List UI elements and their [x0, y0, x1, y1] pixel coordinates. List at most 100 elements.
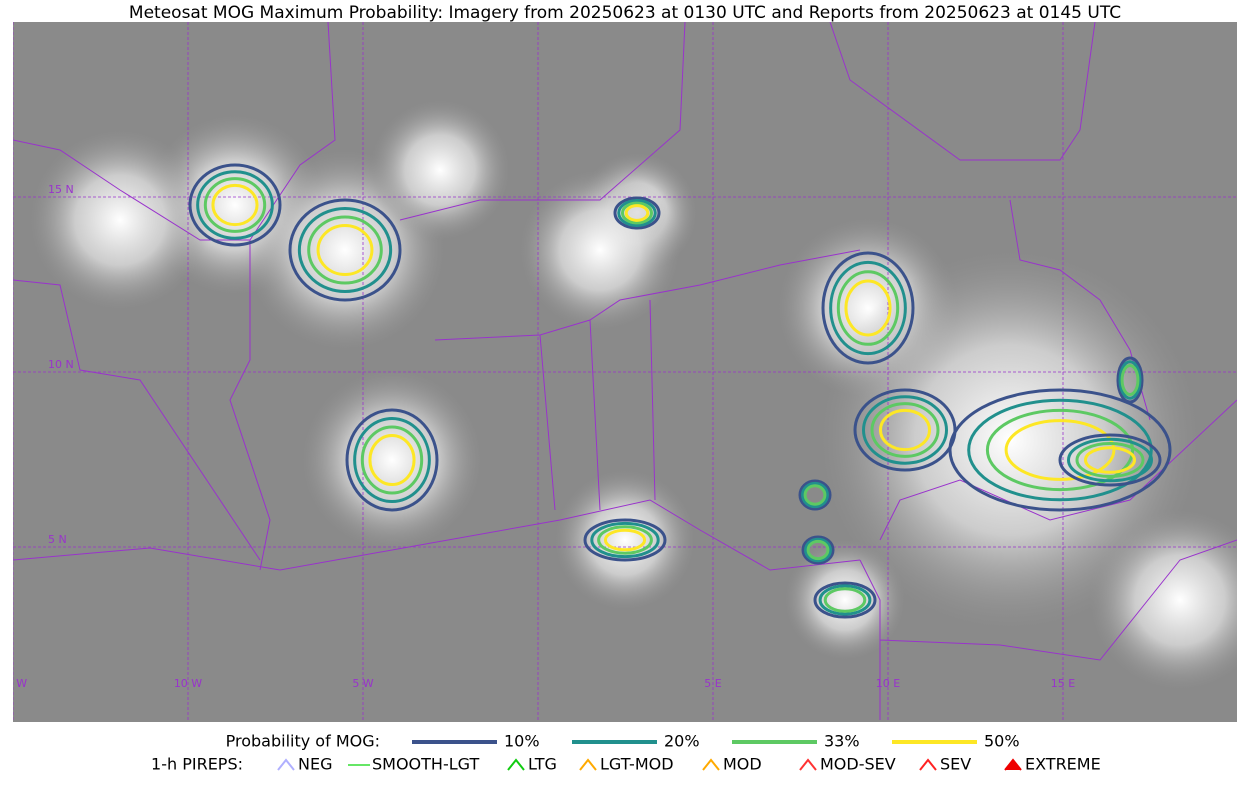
- mog-contour: [1067, 437, 1153, 483]
- legend-label: 10%: [504, 732, 540, 751]
- mog-contour: [1004, 419, 1116, 481]
- lat-label: 10 N: [48, 358, 74, 371]
- mog-contour: [879, 408, 931, 452]
- border: [879, 399, 1237, 541]
- border: [229, 22, 336, 571]
- mog-contour: [188, 163, 282, 247]
- pirep-symbol: [702, 758, 720, 771]
- mog-contour: [862, 395, 948, 465]
- mog-contour: [803, 484, 827, 506]
- legend-label: EXTREME: [1025, 755, 1101, 774]
- legend-label: MOD: [723, 755, 762, 774]
- mog-contour: [613, 196, 661, 230]
- mog-contour: [345, 408, 439, 512]
- mog-contour: [823, 587, 867, 613]
- legend-label: SEV: [940, 755, 971, 774]
- legend-label: MOD-SEV: [820, 755, 896, 774]
- mog-contour: [948, 388, 1172, 512]
- pirep-symbol: [799, 758, 817, 771]
- mog-contour: [590, 521, 660, 559]
- mog-contour: [624, 204, 650, 222]
- mog-contour: [1118, 360, 1142, 400]
- legend-label: NEG: [298, 755, 332, 774]
- contours: [188, 163, 1172, 619]
- cloud: [520, 170, 680, 330]
- mog-contour: [316, 224, 374, 276]
- cloud: [555, 470, 695, 610]
- legend-label: 20%: [664, 732, 700, 751]
- legend-title: 1-h PIREPS:: [151, 755, 243, 774]
- mog-contour: [818, 584, 872, 616]
- lon-label: 5 E: [704, 677, 721, 690]
- pirep-symbol: [919, 758, 937, 771]
- mog-contour: [211, 183, 259, 227]
- mog-contour: [620, 201, 654, 225]
- lat-label: 15 N: [48, 183, 74, 196]
- coastline: [13, 499, 861, 571]
- cloud: [785, 540, 905, 660]
- mog-contour: [821, 251, 915, 365]
- mog-contour: [967, 398, 1153, 502]
- pirep-symbol: [507, 758, 525, 771]
- lon-label: 5 W: [352, 677, 373, 690]
- mog-contour: [801, 481, 829, 509]
- legend-label: LTG: [528, 755, 557, 774]
- mog-contour: [360, 425, 424, 495]
- mog-contour: [603, 528, 647, 552]
- cloud: [370, 100, 510, 240]
- lon-label: 10 W: [174, 677, 202, 690]
- border: [399, 22, 686, 221]
- mog-contour: [801, 535, 835, 565]
- mog-contour: [617, 199, 657, 227]
- graticule: 15 N 10 N 5 N 15 W 10 W 5 W 5 E 10 E 15 E: [0, 22, 1237, 722]
- mog-contour: [813, 581, 877, 619]
- cloud: [30, 130, 210, 310]
- pirep-symbol: [579, 758, 597, 771]
- border: [829, 22, 1096, 161]
- mog-contour: [985, 408, 1135, 492]
- mog-contour: [583, 518, 667, 562]
- border: [539, 299, 656, 511]
- mog-contour: [829, 260, 907, 356]
- mog-contour: [1084, 446, 1136, 474]
- mog-contour: [1058, 433, 1162, 487]
- border: [13, 139, 250, 241]
- mog-contour: [353, 417, 431, 503]
- legend-label: 50%: [984, 732, 1020, 751]
- mog-contour: [203, 177, 267, 233]
- cloud: [302, 370, 482, 550]
- mog-contour: [1120, 363, 1140, 397]
- mog-contour: [798, 479, 832, 511]
- mog-contour: [844, 279, 892, 337]
- mog-contour: [297, 207, 393, 293]
- legend: Probability of MOG: 10% 20% 33% 50% 1-h PIREP…: [151, 732, 1101, 774]
- mog-contour: [368, 434, 416, 486]
- borders: [13, 22, 1237, 720]
- mog-contour: [307, 215, 383, 285]
- mog-contour: [1075, 442, 1145, 478]
- border: [13, 279, 261, 561]
- pirep-symbol: [1004, 758, 1022, 771]
- mog-contour: [597, 525, 653, 555]
- legend-label: LGT-MOD: [600, 755, 674, 774]
- title: Meteosat MOG Maximum Probability: Imager…: [129, 3, 1121, 23]
- border: [859, 539, 1237, 720]
- mog-contour: [836, 270, 900, 346]
- mog-contour: [870, 402, 940, 458]
- lon-label: 15 W: [0, 677, 27, 690]
- legend-label: SMOOTH-LGT: [372, 755, 479, 774]
- cloud: [1090, 510, 1237, 690]
- lon-label: 10 E: [876, 677, 900, 690]
- legend-label: 33%: [824, 732, 860, 751]
- lon-label: 15 E: [1051, 677, 1075, 690]
- mog-contour: [804, 537, 832, 563]
- pirep-symbol: [277, 758, 295, 771]
- mog-contour: [806, 539, 830, 561]
- lat-label: 5 N: [48, 533, 67, 546]
- clouds: [30, 100, 1237, 690]
- map: 15 N 10 N 5 N 15 W 10 W 5 W 5 E 10 E 15 E: [0, 22, 1237, 722]
- legend-title: Probability of MOG:: [226, 732, 380, 751]
- mog-contour: [288, 198, 402, 302]
